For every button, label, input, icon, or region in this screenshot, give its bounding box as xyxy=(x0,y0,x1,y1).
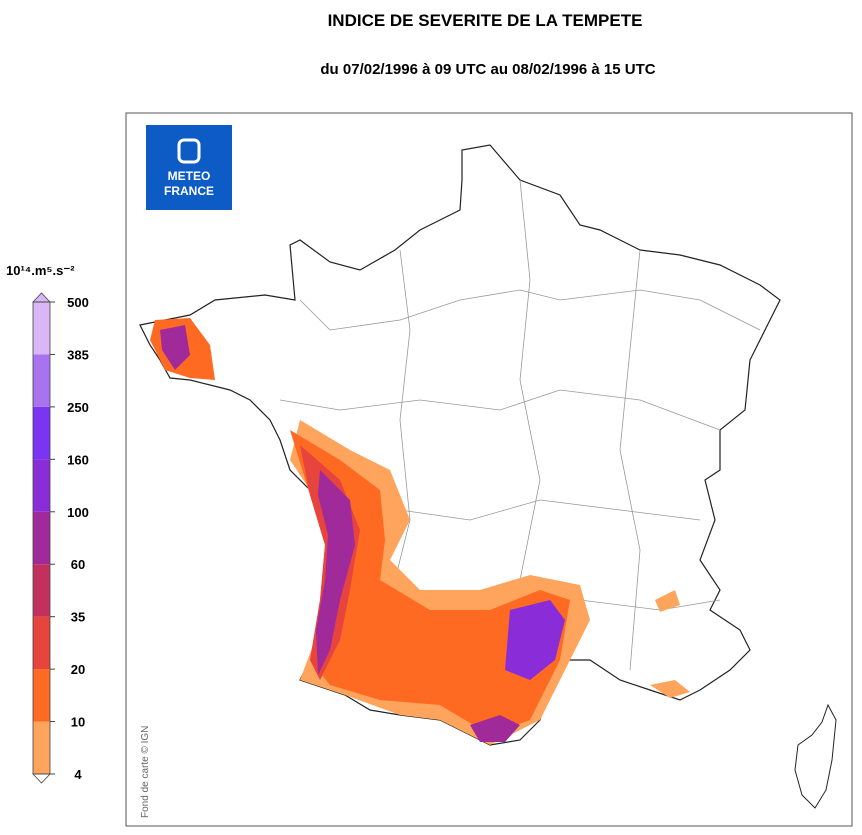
colorbar-tick-label: 385 xyxy=(67,347,89,362)
colorbar-segment xyxy=(33,354,50,407)
colorbar-segment xyxy=(33,721,50,774)
colorbar-tick-label: 35 xyxy=(71,610,85,625)
colorbar-segment xyxy=(33,669,50,722)
logo-icon xyxy=(177,138,201,164)
colorbar-tick-label: 160 xyxy=(67,452,89,467)
map: METEO FRANCE Fond de carte © IGN xyxy=(139,125,837,818)
colorbar-label: 10¹⁴.m⁵.s⁻² xyxy=(6,263,75,278)
colorbar-segment xyxy=(33,459,50,512)
subtitle: du 07/02/1996 à 09 UTC au 08/02/1996 à 1… xyxy=(320,61,655,78)
colorbar-cap xyxy=(32,292,51,303)
colorbar-tick-label: 250 xyxy=(67,400,89,415)
colorbar-segment xyxy=(33,302,50,355)
colorbar-tick-label: 4 xyxy=(74,767,82,782)
colorbar-cap xyxy=(32,773,51,784)
colorbar-tick-label: 500 xyxy=(67,295,89,310)
title: INDICE DE SEVERITE DE LA TEMPETE xyxy=(328,11,643,30)
attribution: Fond de carte © IGN xyxy=(140,726,151,818)
colorbar-segment xyxy=(33,406,50,460)
colorbar-border xyxy=(32,301,51,775)
colorbar: 4 10 20 35 60 100 160 250 385 500 xyxy=(32,292,89,784)
colorbar-tick-label: 20 xyxy=(71,662,85,677)
colorbar-tick-label: 10 xyxy=(71,715,85,730)
colorbar-tick-label: 100 xyxy=(67,505,89,520)
logo-text: METEO xyxy=(168,169,211,183)
storm-areas xyxy=(150,318,690,745)
logo-text: FRANCE xyxy=(164,184,214,198)
colorbar-segment xyxy=(33,616,50,670)
corsica xyxy=(794,703,837,809)
colorbar-tick-label: 60 xyxy=(71,557,85,572)
colorbar-segment xyxy=(33,511,50,565)
colorbar-segment xyxy=(33,564,50,617)
